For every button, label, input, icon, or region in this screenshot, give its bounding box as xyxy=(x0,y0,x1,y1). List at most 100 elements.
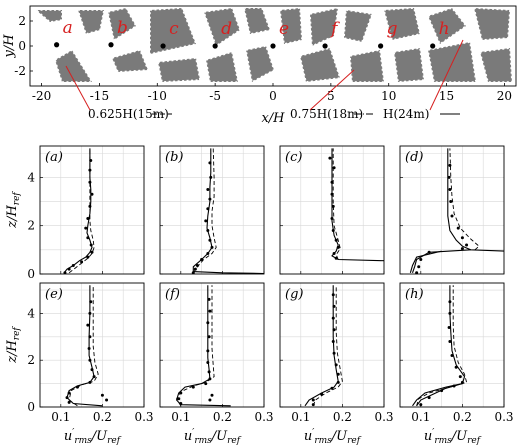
data-point xyxy=(456,226,460,230)
building-18 xyxy=(393,47,425,83)
profile-panel-a: 0 2 4 (a) xyxy=(27,145,145,281)
data-point xyxy=(92,375,96,379)
label-part: ref xyxy=(12,191,22,206)
dashed-profile xyxy=(416,285,468,406)
panel-frame xyxy=(159,145,265,275)
dashed-profile xyxy=(312,285,343,406)
legend-label-3: H(24m) xyxy=(383,107,429,121)
data-point xyxy=(88,380,92,384)
site-marker-c xyxy=(160,43,166,49)
data-point xyxy=(204,382,208,386)
label-part: /U xyxy=(210,429,228,444)
profile-panel-f: 0.1 0.2 0.3 (f) xyxy=(159,282,274,424)
x-tick-label: 0.1 xyxy=(411,410,430,424)
site-label-g: g xyxy=(387,19,398,39)
x-tick-label: 0.1 xyxy=(51,410,70,424)
data-point xyxy=(208,398,212,402)
data-point xyxy=(311,403,315,407)
data-point xyxy=(460,247,464,251)
data-point xyxy=(208,377,212,381)
data-point xyxy=(86,255,90,259)
building-13 xyxy=(309,6,339,48)
building-10 xyxy=(242,7,272,35)
label-part: ′ xyxy=(72,428,74,438)
y-tick-label: 0 xyxy=(27,267,35,281)
label-part: rms xyxy=(434,436,452,446)
data-point xyxy=(209,175,213,179)
panel-label: (d) xyxy=(405,150,423,165)
label-part: ref xyxy=(347,436,362,446)
profile-x-axis-label: u′rms/Uref xyxy=(64,428,122,446)
plot-area xyxy=(328,148,384,262)
plot-area xyxy=(409,148,504,274)
data-point xyxy=(179,401,183,405)
legend-leader-1 xyxy=(65,65,91,111)
plot-area xyxy=(412,285,468,407)
near-ground-line-2 xyxy=(409,250,442,273)
building-17 xyxy=(382,7,421,41)
site-map-y-axis-label: y/H xyxy=(2,34,17,59)
panel-label: (e) xyxy=(45,287,63,302)
data-point xyxy=(208,309,212,313)
data-point xyxy=(179,391,183,395)
legend-leader-2 xyxy=(309,69,355,111)
solid-profile xyxy=(416,285,466,407)
data-point xyxy=(206,321,210,325)
building-16 xyxy=(349,49,385,83)
building-5 xyxy=(110,49,150,73)
x-tick-label: 0.2 xyxy=(213,410,232,424)
dashed-profile xyxy=(68,285,99,407)
data-point xyxy=(200,258,204,262)
label-part: u xyxy=(64,429,72,444)
profile-y-axis-label: z/Href xyxy=(5,326,22,364)
data-point xyxy=(87,347,91,351)
y-tick-label: 2 xyxy=(18,14,26,28)
near-ground-line-1 xyxy=(412,383,463,407)
panel-frame xyxy=(399,145,505,275)
data-point xyxy=(427,396,431,400)
data-point xyxy=(458,375,462,379)
data-point xyxy=(448,300,452,304)
data-point xyxy=(336,372,340,376)
data-point xyxy=(331,204,335,208)
panel-frame xyxy=(39,145,145,275)
data-point xyxy=(207,335,211,339)
data-point xyxy=(67,267,71,271)
building-7 xyxy=(157,57,201,83)
data-point xyxy=(191,271,195,274)
profile-panel-e: 0 2 4 0.1 0.2 0.3 (e) xyxy=(27,282,154,424)
data-point xyxy=(89,158,93,162)
x-tick-label: 0.1 xyxy=(291,410,310,424)
label-part: rms xyxy=(314,436,332,446)
data-point xyxy=(208,238,212,242)
data-point xyxy=(86,216,90,220)
dashed-profile xyxy=(192,148,217,274)
site-label-a: a xyxy=(63,18,73,38)
profile-x-axis-label: u′rms/Uref xyxy=(304,428,362,446)
data-point xyxy=(206,251,210,255)
data-point xyxy=(447,325,451,329)
solid-profile xyxy=(175,285,231,407)
panel-frame xyxy=(399,282,505,408)
site-marker-e xyxy=(270,43,276,49)
building-22 xyxy=(478,47,513,83)
data-point xyxy=(88,311,92,315)
data-point xyxy=(67,391,71,395)
data-point xyxy=(86,236,90,240)
x-tick-label: 0.3 xyxy=(254,410,273,424)
site-marker-h xyxy=(430,43,436,49)
profile-y-axis-label: z/Href xyxy=(5,191,22,229)
label-part: rms xyxy=(194,436,212,446)
data-point xyxy=(415,271,419,274)
site-map-x-axis-label: x/H xyxy=(261,111,285,126)
data-point xyxy=(450,214,454,218)
panel-frame xyxy=(159,282,265,408)
data-point xyxy=(465,243,469,247)
data-point xyxy=(330,180,334,184)
x-tick-label: -15 xyxy=(90,89,109,103)
legend-leader-3 xyxy=(429,39,464,111)
data-point xyxy=(208,197,212,201)
data-point xyxy=(454,365,458,369)
data-point xyxy=(191,385,195,389)
data-point xyxy=(460,236,464,240)
